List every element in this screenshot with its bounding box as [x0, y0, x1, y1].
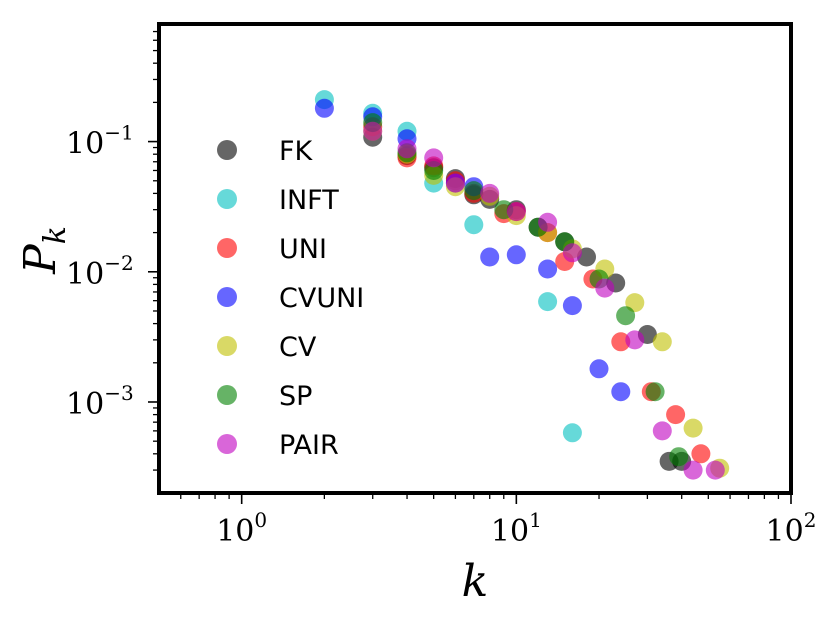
y-tick-label-exp-2: −3 — [104, 381, 133, 405]
x-tick-label-exp-2: 2 — [804, 508, 817, 532]
point-uni-10 — [611, 332, 631, 352]
point-pair-8 — [595, 278, 615, 298]
y-tick-label-exp-0: −1 — [104, 121, 133, 145]
x-tick-label-base-0: 10 — [216, 514, 254, 549]
point-cv-11 — [683, 418, 703, 438]
point-inft-4 — [464, 215, 484, 235]
x-tick-label-base-1: 10 — [491, 514, 529, 549]
point-cvuni-8 — [562, 296, 582, 316]
y-axis-label-main: P — [15, 243, 66, 275]
point-pair-2 — [424, 148, 444, 168]
legend-marker-sp — [217, 385, 237, 405]
y-ticks: 10−110−210−3 — [66, 30, 159, 471]
y-tick-label-2: 10−3 — [66, 381, 134, 422]
point-sp-3 — [464, 181, 484, 201]
point-pair-5 — [506, 202, 526, 222]
point-sp-9 — [645, 382, 665, 402]
legend-label-uni: UNI — [279, 234, 327, 265]
point-cv-10 — [652, 332, 672, 352]
x-tick-label-exp-0: 0 — [254, 508, 267, 532]
point-pair-11 — [683, 460, 703, 480]
legend-marker-cv — [217, 336, 237, 356]
series-sp — [363, 113, 689, 467]
point-inft-5 — [538, 292, 558, 312]
series-uni — [363, 117, 711, 464]
point-pair-3 — [445, 173, 465, 193]
x-tick-label-2: 102 — [766, 508, 817, 549]
legend-label-inft: INFT — [279, 185, 339, 216]
point-pair-9 — [625, 330, 645, 350]
point-cvuni-6 — [506, 245, 526, 265]
point-pair-12 — [705, 460, 725, 480]
y-tick-label-exp-1: −2 — [104, 251, 133, 275]
x-tick-label-base-2: 10 — [766, 514, 804, 549]
point-pair-6 — [538, 212, 558, 232]
legend-marker-inft — [217, 189, 237, 209]
legend-marker-cvuni — [217, 287, 237, 307]
point-sp-8 — [616, 306, 636, 326]
legend-label-pair: PAIR — [279, 430, 339, 461]
point-cvuni-10 — [611, 382, 631, 402]
series-pair — [363, 121, 725, 480]
legend-label-cv: CV — [279, 332, 317, 363]
x-tick-label-exp-1: 1 — [529, 508, 542, 532]
y-axis-label-sub: k — [38, 226, 73, 244]
point-pair-7 — [562, 243, 582, 263]
x-ticks: 100 101 102 — [180, 493, 817, 549]
point-cvuni-7 — [538, 259, 558, 279]
y-tick-label-base-0: 10 — [66, 127, 104, 162]
point-inft-6 — [562, 423, 582, 443]
point-cvuni-5 — [480, 247, 500, 267]
legend-label-sp: SP — [279, 381, 312, 412]
x-axis-label: k — [462, 556, 489, 607]
y-axis-label: Pk — [15, 226, 73, 275]
legend: FK INFT UNI CVUNI CV SP PAIR — [217, 136, 364, 461]
legend-label-fk: FK — [279, 136, 314, 167]
point-pair-1 — [397, 139, 417, 159]
point-pair-10 — [652, 421, 672, 441]
y-tick-label-1: 10−2 — [66, 251, 134, 292]
point-pair-0 — [363, 121, 383, 141]
point-cvuni-0 — [314, 98, 334, 118]
x-tick-label-0: 100 — [216, 508, 267, 549]
y-tick-label-0: 10−1 — [66, 121, 134, 162]
marks-layer — [314, 90, 730, 480]
y-tick-label-base-2: 10 — [66, 387, 104, 422]
point-sp-10 — [669, 447, 689, 467]
legend-marker-uni — [217, 238, 237, 258]
plot-frame — [157, 22, 793, 495]
legend-marker-fk — [217, 140, 237, 160]
point-uni-13 — [691, 444, 711, 464]
point-pair-4 — [480, 183, 500, 203]
y-tick-label-base-1: 10 — [66, 257, 104, 292]
legend-marker-pair — [217, 434, 237, 454]
point-uni-12 — [666, 405, 686, 425]
legend-label-cvuni: CVUNI — [279, 283, 364, 314]
x-tick-label-1: 101 — [491, 508, 542, 549]
point-cvuni-9 — [589, 359, 609, 379]
